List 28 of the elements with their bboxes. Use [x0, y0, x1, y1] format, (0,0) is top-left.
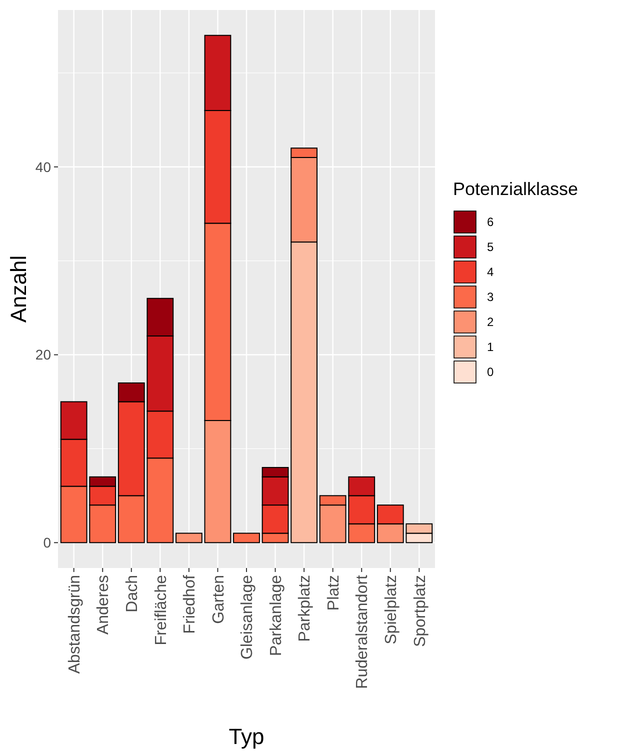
x-tick-label: Parkplatz [296, 575, 314, 642]
x-tick-label: Sportplatz [412, 575, 429, 648]
legend-label: 6 [487, 215, 494, 230]
x-tick-label: Dach [124, 575, 141, 612]
y-tick-label: 0 [43, 534, 52, 551]
x-axis-title: Typ [228, 724, 264, 749]
x-tick-label: Freifläche [152, 574, 170, 646]
x-tick-label: Garten [210, 575, 228, 624]
legend-label: 1 [487, 340, 494, 354]
bar [175, 532, 202, 544]
y-axis-title: Anzahl [6, 255, 31, 323]
x-tick-label: Abstandsgrün [66, 575, 84, 674]
x-tick-label: Ruderalstandort [354, 574, 372, 689]
legend-label: 2 [487, 315, 494, 330]
legend-label: 4 [487, 265, 494, 280]
y-tick-label: 40 [35, 158, 52, 175]
x-tick-label: Gleisanlage [239, 574, 256, 660]
x-tick-label: Anderes [95, 575, 112, 635]
x-tick-label: Spielplatz [382, 575, 400, 644]
x-tick-label: Parkanlage [268, 574, 285, 656]
y-tick-label: 20 [35, 346, 52, 363]
legend-label: 5 [487, 240, 494, 254]
legend-label: 3 [487, 290, 494, 304]
bar [233, 532, 260, 544]
legend-title: Potenzialklasse [453, 179, 578, 199]
x-tick-label: Platz [325, 575, 342, 611]
legend-label: 0 [487, 365, 494, 380]
x-tick-label: Friedhof [182, 574, 199, 634]
